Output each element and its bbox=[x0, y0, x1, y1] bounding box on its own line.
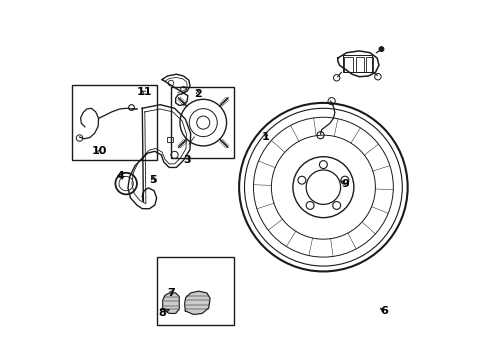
Text: 9: 9 bbox=[340, 179, 348, 189]
Bar bbox=[171, 87, 233, 158]
Text: 6: 6 bbox=[380, 306, 387, 316]
Text: 10: 10 bbox=[91, 146, 107, 156]
Polygon shape bbox=[184, 291, 210, 315]
Text: 5: 5 bbox=[149, 175, 157, 185]
Bar bbox=[72, 85, 156, 160]
Bar bbox=[344, 57, 352, 72]
Bar bbox=[366, 57, 372, 72]
Bar bbox=[355, 57, 364, 72]
Bar bbox=[156, 257, 233, 325]
Polygon shape bbox=[163, 293, 179, 314]
Bar bbox=[167, 137, 172, 141]
Bar bbox=[343, 55, 371, 72]
Circle shape bbox=[378, 46, 383, 51]
Text: 4: 4 bbox=[117, 171, 124, 181]
Text: 8: 8 bbox=[158, 308, 165, 318]
Text: 2: 2 bbox=[194, 89, 202, 99]
Text: 11: 11 bbox=[136, 87, 152, 97]
Text: 7: 7 bbox=[167, 288, 175, 298]
Text: 1: 1 bbox=[262, 132, 269, 142]
Text: 3: 3 bbox=[183, 155, 190, 165]
